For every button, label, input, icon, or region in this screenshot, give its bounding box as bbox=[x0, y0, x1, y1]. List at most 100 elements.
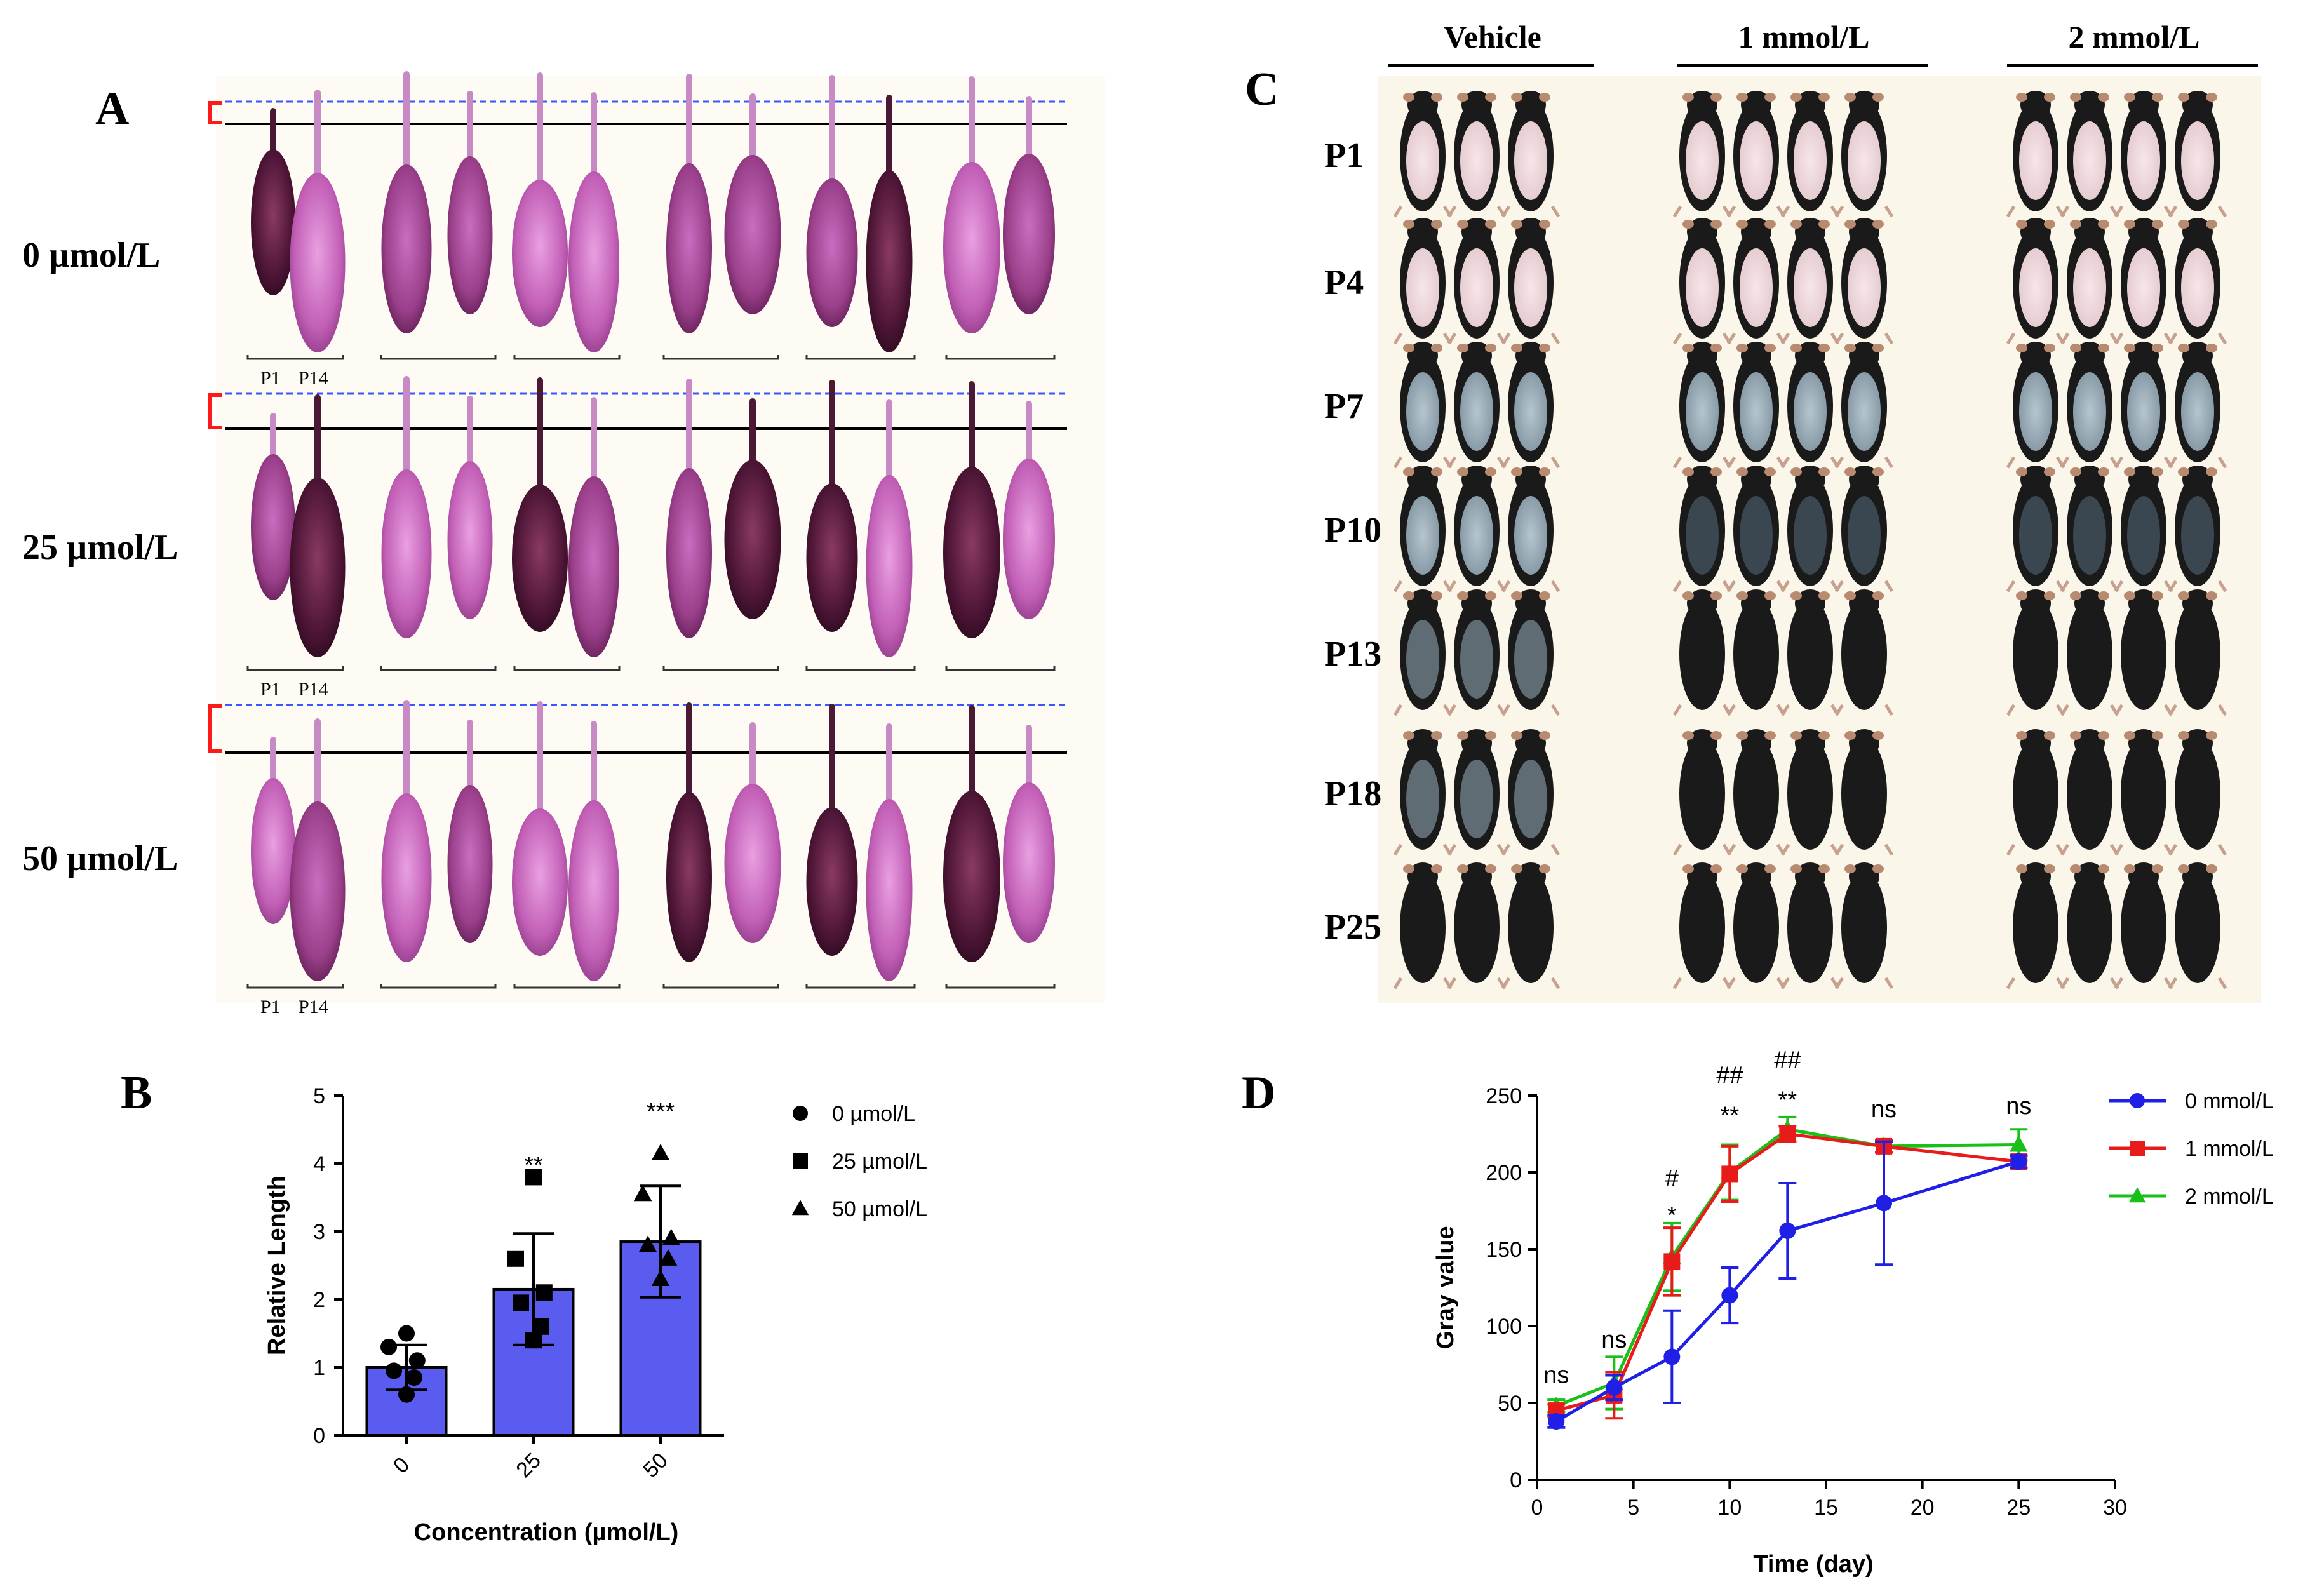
data-point bbox=[1876, 1195, 1892, 1212]
tail-specimen bbox=[724, 784, 781, 943]
mouse-specimen bbox=[2114, 589, 2173, 716]
tail-specimen bbox=[512, 485, 568, 632]
mouse-specimen bbox=[1393, 589, 1453, 716]
tail-specimen bbox=[666, 792, 712, 962]
tail-specimen bbox=[251, 149, 295, 295]
y-tick-label: 5 bbox=[313, 1084, 325, 1108]
tail-specimen bbox=[568, 476, 619, 657]
panel-a-row: 50 µmol/L P1 P14 bbox=[22, 700, 1067, 1017]
significance-label: ** bbox=[1721, 1103, 1740, 1129]
pair-bracket bbox=[662, 984, 779, 989]
mouse-specimen bbox=[1447, 589, 1507, 716]
data-point bbox=[1548, 1413, 1565, 1430]
legend-marker bbox=[791, 1200, 809, 1216]
length-bracket bbox=[208, 393, 222, 429]
legend-label: 0 mmol/L bbox=[2185, 1089, 2274, 1113]
mouse-specimen bbox=[2060, 589, 2119, 716]
tail-specimen bbox=[568, 800, 619, 981]
tail-specimen bbox=[381, 793, 432, 962]
tail-specimen bbox=[568, 171, 619, 352]
mouse-specimen bbox=[1780, 218, 1840, 345]
y-tick-label: 0 bbox=[313, 1424, 325, 1448]
data-point bbox=[380, 1338, 397, 1355]
pair-bracket bbox=[662, 666, 779, 671]
pair-bracket bbox=[805, 666, 916, 671]
x-tick-label: 30 bbox=[2103, 1496, 2127, 1520]
tail-specimen bbox=[1003, 154, 1055, 314]
pair-label-p1: P1 bbox=[260, 679, 281, 700]
mouse-specimen bbox=[1501, 342, 1561, 469]
data-point bbox=[1663, 1253, 1681, 1270]
mouse-specimen bbox=[1780, 91, 1840, 218]
significance-label: ## bbox=[1774, 1047, 1801, 1073]
length-bracket bbox=[208, 101, 222, 124]
mouse-row: P7 bbox=[1324, 342, 2227, 469]
data-point bbox=[398, 1386, 415, 1403]
data-point bbox=[408, 1352, 426, 1369]
mouse-specimen bbox=[1447, 218, 1507, 345]
tail-specimen bbox=[447, 461, 493, 619]
data-point bbox=[507, 1250, 524, 1267]
legend-label: 50 µmol/L bbox=[832, 1197, 927, 1221]
data-point bbox=[651, 1144, 670, 1160]
significance-label: ns bbox=[1871, 1096, 1897, 1123]
mouse-row: P1 bbox=[1324, 91, 2227, 218]
tail-specimen bbox=[447, 785, 493, 943]
mouse-specimen bbox=[1672, 729, 1732, 856]
legend-marker bbox=[2130, 1093, 2145, 1108]
tail-specimen bbox=[866, 170, 913, 352]
mouse-specimen bbox=[2114, 862, 2173, 989]
panel-a-letter: A bbox=[95, 83, 129, 135]
panel-a-row: 25 µmol/L P1 P14 bbox=[22, 376, 1067, 700]
mouse-specimen bbox=[2168, 466, 2227, 593]
mouse-row: P4 bbox=[1324, 218, 2227, 345]
panel-c: C Vehicle 1 mmol/L 2 mmol/L P1 P4 P7 P10 P13 P18… bbox=[1245, 19, 2261, 1003]
mouse-specimen bbox=[1447, 729, 1507, 856]
row-label: P13 bbox=[1324, 634, 1381, 674]
mouse-specimen bbox=[1393, 466, 1453, 593]
tail-specimen bbox=[943, 791, 1000, 962]
x-tick-label: 0 bbox=[1531, 1496, 1543, 1520]
pair-label-p14: P14 bbox=[299, 996, 328, 1017]
x-axis-title: Concentration (µmol/L) bbox=[414, 1519, 679, 1546]
tail-specimen bbox=[512, 808, 568, 956]
mouse-specimen bbox=[1447, 862, 1507, 989]
group-header: 2 mmol/L bbox=[2069, 19, 2200, 55]
mouse-specimen bbox=[2114, 91, 2173, 218]
mouse-specimen bbox=[1501, 862, 1561, 989]
pair-bracket bbox=[380, 666, 497, 671]
mouse-specimen bbox=[1726, 218, 1786, 345]
significance-label: ** bbox=[1778, 1087, 1797, 1113]
significance-label: *** bbox=[647, 1098, 675, 1125]
mouse-specimen bbox=[2006, 342, 2065, 469]
significance-label: ** bbox=[524, 1152, 543, 1179]
y-tick-label: 250 bbox=[1486, 1084, 1522, 1108]
mouse-specimen bbox=[2114, 466, 2173, 593]
pair-bracket bbox=[246, 355, 344, 360]
mouse-specimen bbox=[1834, 729, 1894, 856]
mouse-specimen bbox=[2006, 218, 2065, 345]
panel-d: D 0 50 100 150 200 250 0 5 10 15 20 25 30 Gray value T… bbox=[1242, 1047, 2274, 1578]
mouse-specimen bbox=[2114, 218, 2173, 345]
data-point bbox=[1606, 1379, 1623, 1396]
group-header: 1 mmol/L bbox=[1738, 19, 1870, 55]
pair-bracket bbox=[805, 355, 916, 360]
panel-a-row-label: 0 µmol/L bbox=[22, 236, 160, 275]
tail-specimen bbox=[447, 156, 493, 314]
mouse-specimen bbox=[1393, 729, 1453, 856]
tail-specimen bbox=[251, 454, 295, 600]
pair-bracket bbox=[513, 355, 621, 360]
mouse-specimen bbox=[1780, 342, 1840, 469]
pair-bracket bbox=[945, 355, 1056, 360]
data-point bbox=[386, 1362, 402, 1379]
data-point bbox=[525, 1332, 542, 1349]
mouse-specimen bbox=[2168, 91, 2227, 218]
length-bracket bbox=[208, 704, 222, 753]
mouse-specimen bbox=[1501, 589, 1561, 716]
y-tick-label: 1 bbox=[313, 1356, 325, 1380]
mouse-specimen bbox=[1834, 589, 1894, 716]
mouse-specimen bbox=[2060, 729, 2119, 856]
panel-b-letter: B bbox=[121, 1067, 152, 1119]
row-label: P10 bbox=[1324, 511, 1381, 550]
mouse-row: P18 bbox=[1324, 729, 2227, 856]
